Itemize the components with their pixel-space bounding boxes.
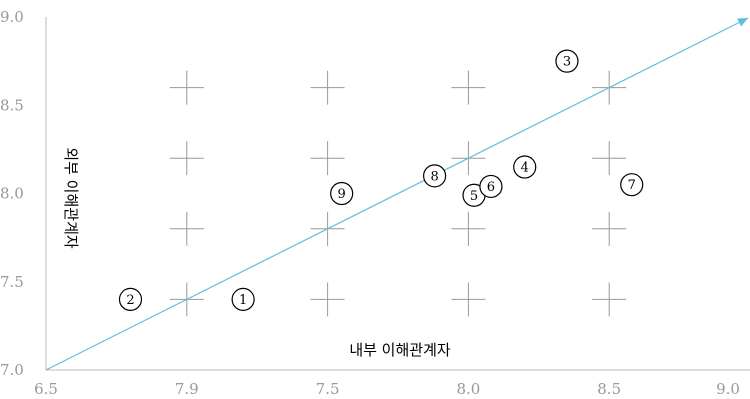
data-point-label: 9	[338, 187, 346, 202]
y-tick-label: 9.0	[0, 8, 24, 26]
data-point-label: 4	[521, 161, 529, 176]
data-point-circle	[620, 173, 644, 197]
data-point-label: 1	[239, 293, 247, 308]
plus-mark	[169, 211, 204, 246]
y-tick-label: 7.0	[0, 361, 24, 379]
data-point: 1	[231, 287, 255, 311]
reference-line-layer	[45, 17, 749, 371]
data-point-label: 8	[430, 169, 438, 184]
plus-mark-layer	[169, 70, 627, 317]
data-point-label: 5	[470, 189, 478, 204]
data-point-label: 2	[126, 293, 134, 308]
data-point-label: 3	[563, 55, 571, 70]
data-point-circle	[555, 49, 579, 73]
data-point: 2	[118, 287, 143, 311]
data-point: 4	[513, 155, 537, 179]
axis-layer	[45, 17, 750, 371]
data-point-circle	[118, 287, 143, 311]
plus-mark	[592, 141, 627, 176]
data-point-circle	[330, 181, 354, 206]
x-tick-label: 8.5	[597, 380, 621, 398]
data-point: 3	[555, 49, 579, 73]
plus-mark	[451, 282, 486, 317]
data-point-circle	[231, 287, 255, 311]
y-tick-label: 8.0	[0, 185, 24, 203]
y-tick-label: 8.5	[0, 96, 24, 114]
data-point-label: 7	[628, 178, 636, 193]
y-axis-title: 외부 이해관계자	[62, 147, 80, 249]
data-point: 6	[479, 174, 503, 199]
data-point-circle	[479, 174, 503, 199]
data-point: 8	[423, 164, 447, 188]
plus-mark	[451, 211, 486, 246]
data-point: 7	[620, 173, 644, 197]
plus-mark	[169, 141, 204, 176]
data-point: 9	[330, 181, 354, 206]
x-tick-label: 8.0	[456, 380, 480, 398]
plus-mark	[169, 70, 204, 105]
data-point-circle	[513, 155, 537, 179]
y-tick-label: 7.5	[0, 273, 24, 291]
marker-layer: 1 2 3 4 56 7 8 9	[118, 49, 644, 311]
plus-mark	[310, 141, 345, 176]
plus-mark	[310, 282, 345, 317]
reference-line-arrowhead	[737, 18, 748, 27]
reference-line	[45, 17, 749, 371]
plus-mark	[451, 70, 486, 105]
x-tick-label: 6.5	[34, 380, 58, 398]
plus-mark	[592, 282, 627, 317]
data-point-label: 6	[487, 180, 495, 195]
x-tick-label: 7.5	[316, 380, 340, 398]
x-tick-label: 7.9	[175, 380, 199, 398]
x-tick-label: 9.0	[716, 380, 740, 398]
plus-mark	[592, 211, 627, 246]
data-point-circle	[423, 164, 447, 188]
plus-mark	[310, 70, 345, 105]
x-axis-title: 내부 이해관계자	[349, 341, 451, 359]
tick-label-layer: 7.0 7.5 8.0 8.5 9.0 6.5 7.9 7.5 8.0 8.5 9.0	[0, 8, 740, 398]
